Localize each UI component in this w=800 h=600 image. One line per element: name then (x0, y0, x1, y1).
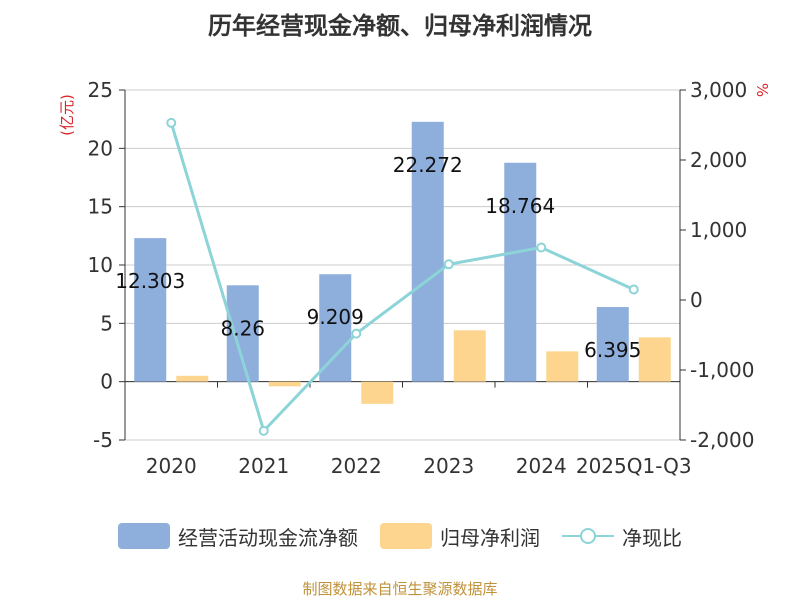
data-label-cashflow: 8.26 (220, 316, 265, 340)
point-cash-ratio (536, 242, 547, 253)
bar-cashflow (504, 162, 537, 382)
y-right-tick-label: 2,000 (690, 148, 747, 172)
x-tick-label: 2024 (516, 454, 567, 478)
x-tick-label: 2022 (331, 454, 382, 478)
bar-net-profit (176, 375, 209, 382)
bar-cashflow (596, 307, 629, 382)
y-left-unit: (亿元) (58, 94, 76, 136)
y-left-tick-label: 5 (100, 311, 113, 335)
y-left-tick-label: 25 (88, 78, 113, 102)
legend-swatch-cashflow (118, 523, 170, 549)
x-tick-label: 2021 (238, 454, 289, 478)
data-label-cashflow: 9.209 (307, 305, 364, 329)
legend-item-net-profit[interactable]: 归母净利润 (380, 522, 540, 551)
x-tick-label: 2020 (146, 454, 197, 478)
legend-swatch-cash-ratio (562, 523, 614, 549)
y-right-tick-label: 0 (690, 288, 703, 312)
y-left-tick-label: 15 (88, 195, 113, 219)
point-cash-ratio (628, 284, 639, 295)
data-label-cashflow: 12.303 (115, 269, 185, 293)
legend: 经营活动现金流净额 归母净利润 净现比 (0, 516, 800, 556)
x-tick-label: 2025Q1-Q3 (576, 454, 692, 478)
point-cash-ratio (166, 117, 177, 128)
y-right-tick-label: 3,000 (690, 78, 747, 102)
legend-label-cash-ratio: 净现比 (622, 525, 682, 550)
data-label-cashflow: 18.764 (485, 194, 555, 218)
data-label-cashflow: 6.395 (584, 338, 641, 362)
point-cash-ratio (443, 259, 454, 270)
y-left-tick-label: 0 (100, 370, 113, 394)
bar-net-profit (546, 351, 579, 382)
bar-net-profit (268, 381, 301, 387)
chart-title: 历年经营现金净额、归母净利润情况 (208, 12, 592, 40)
data-label-cashflow: 22.272 (393, 153, 463, 177)
y-right-tick-label: -2,000 (690, 428, 754, 452)
y-left-tick-label: -5 (93, 428, 113, 452)
bar-net-profit (638, 337, 671, 382)
bar-cashflow (319, 274, 352, 382)
legend-label-cashflow: 经营活动现金流净额 (178, 525, 358, 550)
y-left-tick-label: 10 (88, 253, 113, 277)
legend-item-cashflow[interactable]: 经营活动现金流净额 (118, 522, 358, 551)
y-right-tick-label: 1,000 (690, 218, 747, 242)
point-cash-ratio (351, 328, 362, 339)
bar-cashflow (411, 121, 444, 382)
bar-cashflow (134, 238, 167, 382)
source-note: 制图数据来自恒生聚源数据库 (302, 580, 498, 598)
x-tick-label: 2023 (423, 454, 474, 478)
bar-net-profit (453, 330, 486, 382)
y-left-tick-label: 20 (88, 136, 113, 160)
legend-item-cash-ratio[interactable]: 净现比 (562, 522, 682, 551)
point-cash-ratio (258, 425, 269, 436)
line-cash-ratio (169, 122, 635, 434)
y-right-tick-label: -1,000 (690, 358, 754, 382)
bar-net-profit (361, 381, 394, 404)
y-right-unit: % (753, 83, 771, 97)
legend-label-net-profit: 归母净利润 (440, 525, 540, 550)
legend-swatch-net-profit (380, 523, 432, 549)
